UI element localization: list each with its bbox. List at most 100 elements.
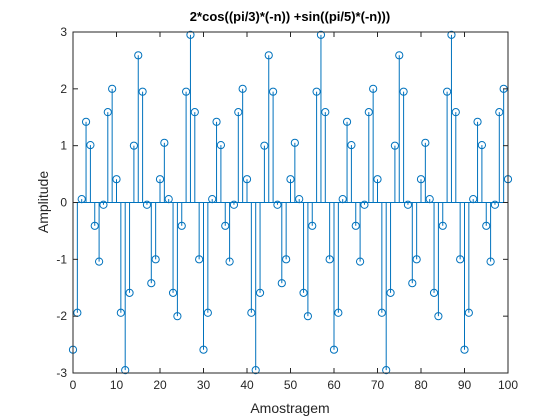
stem-marker (356, 257, 365, 266)
stem-marker (290, 138, 299, 147)
stem-marker (142, 200, 152, 209)
stem-marker (269, 87, 278, 96)
stem-marker (173, 312, 182, 321)
stem-marker (229, 200, 239, 209)
stem-marker (460, 345, 469, 354)
stem-marker (238, 84, 247, 93)
stem-marker (160, 138, 169, 147)
stem-marker (412, 255, 421, 264)
y-tick-label: 3 (60, 25, 67, 39)
stem-marker (190, 108, 199, 117)
stem-marker (155, 175, 165, 184)
stem-marker (351, 221, 360, 230)
stem-marker (495, 108, 504, 117)
stem-marker (342, 117, 352, 126)
x-tick-label: 90 (458, 378, 472, 392)
x-tick-label: 40 (240, 378, 254, 392)
stem-marker (225, 257, 234, 266)
ticks: 0 10 20 30 40 50 60 70 80 90 100 -3 -2 -1 0 1 2 3 (56, 25, 518, 392)
x-tick-label: 0 (70, 378, 77, 392)
x-tick-label: 20 (153, 378, 167, 392)
stem-marker (273, 200, 282, 209)
y-tick-label: 0 (60, 196, 67, 210)
x-tick-label: 80 (414, 378, 428, 392)
y-tick-label: 1 (60, 139, 67, 153)
stem-marker (316, 30, 326, 39)
stem-marker (264, 51, 273, 60)
x-tick-label: 60 (327, 378, 341, 392)
stem-marker (182, 87, 191, 96)
stem-marker (334, 308, 343, 317)
stem-marker (399, 87, 408, 96)
stem-marker (312, 87, 321, 96)
stem-marker (255, 288, 265, 297)
stem-marker (347, 140, 356, 150)
stem-marker (116, 308, 125, 317)
stem-marker (421, 138, 430, 147)
x-tick-label: 70 (371, 378, 385, 392)
stem-marker (121, 366, 130, 375)
stem-marker (299, 288, 308, 297)
stem-marker (260, 141, 269, 150)
stem-marker (477, 140, 486, 150)
stem-marker (177, 221, 186, 230)
stem-marker (451, 108, 460, 117)
stem-marker (286, 175, 295, 184)
stem-marker (168, 288, 178, 297)
x-tick-label: 30 (197, 378, 211, 392)
stem-marker (282, 255, 291, 264)
stem-marker (134, 51, 143, 60)
stem-marker (447, 30, 456, 39)
stem-marker (403, 200, 413, 209)
stem-marker (247, 308, 256, 317)
x-tick-label: 10 (110, 378, 124, 392)
stem-marker (464, 308, 473, 317)
x-tick-label: 100 (498, 378, 518, 392)
stem-marker (212, 117, 221, 126)
stem-marker (112, 175, 121, 184)
stem-marker (364, 108, 373, 117)
stem-marker (473, 117, 482, 126)
stem-marker (90, 221, 99, 230)
stem-marker (303, 312, 312, 321)
stem-marker (329, 345, 339, 354)
stem-marker (234, 108, 243, 117)
stem-marker (390, 141, 399, 150)
y-axis-label: Amplitude (35, 171, 51, 233)
stem-marker (382, 366, 391, 375)
stem-marker (408, 279, 417, 288)
stem-marker (86, 140, 95, 150)
stem-marker (490, 200, 500, 209)
y-tick-label: -3 (56, 366, 67, 380)
y-tick-label: 2 (60, 82, 67, 96)
stem-marker (443, 87, 452, 96)
stem-marker (416, 175, 426, 184)
stem-marker (308, 221, 317, 230)
stem-marker (138, 87, 147, 96)
stem-marker (369, 84, 378, 93)
stem-marker (456, 255, 465, 264)
x-axis-label: Amostragem (250, 400, 329, 416)
stem-marker (203, 308, 212, 317)
stem-marker (251, 366, 260, 375)
stem-marker (216, 140, 225, 150)
stem-marker (429, 288, 439, 297)
stem-marker (125, 288, 134, 297)
stem-marker (377, 308, 386, 317)
stem-marker (81, 117, 91, 126)
stem-marker (221, 221, 230, 230)
stem-marker (242, 175, 252, 184)
stem-marker (95, 257, 104, 266)
stem-marker (147, 279, 156, 288)
y-tick-label: -2 (56, 309, 67, 323)
x-tick-label: 50 (284, 378, 298, 392)
stem-marker (103, 108, 112, 117)
stem-marker (321, 108, 330, 117)
stem-marker (434, 312, 443, 321)
stem-marker (395, 51, 404, 60)
stem-marker (482, 221, 491, 230)
chart-title: 2*cos((pi/3)*(-n)) +sin((pi/5)*(-n))) (190, 9, 390, 24)
stem-marker (277, 279, 286, 288)
